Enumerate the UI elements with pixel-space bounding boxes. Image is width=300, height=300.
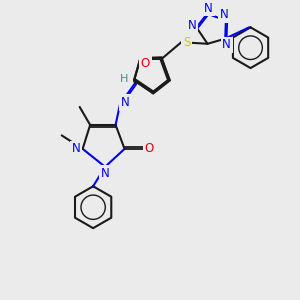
Text: N: N: [188, 19, 196, 32]
Text: O: O: [145, 142, 154, 155]
Text: H: H: [120, 74, 129, 84]
Text: S: S: [183, 36, 190, 49]
Text: N: N: [72, 142, 80, 155]
Text: O: O: [141, 57, 150, 70]
Text: N: N: [121, 96, 130, 109]
Text: N: N: [101, 167, 110, 180]
Text: N: N: [220, 8, 229, 21]
Text: N: N: [204, 2, 213, 15]
Text: N: N: [222, 38, 231, 51]
